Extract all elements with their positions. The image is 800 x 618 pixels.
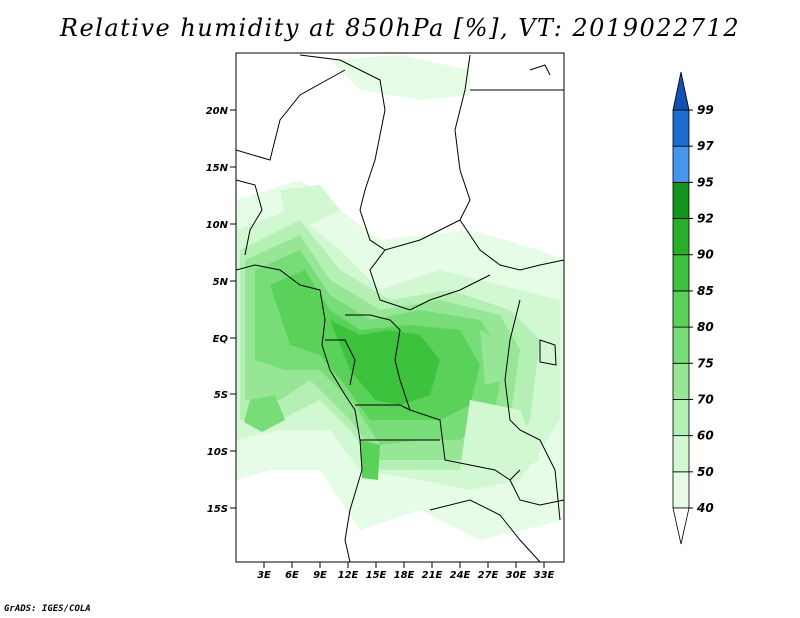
colorbar-band [672, 362, 690, 400]
map-frame [235, 52, 565, 563]
credit-label: GrADS: IGES/COLA [4, 604, 91, 614]
lat-tick-label: 10S [207, 447, 228, 458]
lat-tick-label: 10N [206, 220, 229, 231]
lat-tick-label: 15S [207, 504, 228, 515]
colorbar-band [672, 254, 690, 292]
lat-axis: 20N 15N 10N 5N EQ 5S 10S 15S [206, 106, 236, 515]
lat-tick-label: 5N [213, 277, 229, 288]
colorbar-level-label: 50 [697, 465, 714, 479]
colorbar-level-label: 85 [697, 284, 714, 298]
lon-tick-label: 12E [338, 570, 359, 581]
colorbar-band [672, 181, 690, 219]
colorbar-band [672, 290, 690, 328]
lat-tick-label: 5S [214, 390, 228, 401]
lat-tick-label: 15N [206, 163, 229, 174]
lon-tick-label: 30E [506, 570, 527, 581]
lon-tick-label: 15E [366, 570, 387, 581]
lat-tick-label: 20N [206, 106, 229, 117]
colorbar-level-label: 99 [697, 103, 714, 117]
humidity-field [236, 53, 564, 562]
colorbar-level-label: 70 [697, 392, 714, 406]
country-borders [236, 54, 564, 562]
colorbar-band [672, 471, 690, 509]
lon-axis: 3E 6E 9E 12E 15E 18E 21E 24E 27E 30E 33E [257, 562, 555, 581]
lon-tick-label: 24E [450, 570, 471, 581]
lon-tick-label: 27E [478, 570, 499, 581]
lon-tick-label: 3E [257, 570, 271, 581]
colorbar-high-arrow [672, 71, 690, 111]
colorbar-low-arrow [672, 507, 690, 545]
colorbar-level-label: 40 [696, 501, 714, 515]
lon-tick-label: 6E [285, 570, 299, 581]
colorbar-level-label: 90 [697, 248, 714, 262]
lon-tick-label: 33E [534, 570, 555, 581]
lon-tick-label: 18E [394, 570, 415, 581]
colorbar-level-label: 80 [697, 320, 714, 334]
colorbar-level-label: 75 [697, 356, 714, 370]
colorbar-level-label: 97 [697, 139, 714, 153]
lon-tick-label: 21E [422, 570, 443, 581]
colorbar-level-label: 60 [697, 429, 714, 443]
lon-tick-label: 9E [313, 570, 327, 581]
colorbar-band [672, 218, 690, 256]
lat-tick-label: EQ [213, 334, 229, 345]
colorbar-level-label: 95 [697, 175, 714, 189]
colorbar-level-label: 92 [697, 212, 714, 226]
colorbar: 40 50 60 70 75 80 85 90 92 95 97 99 [672, 71, 714, 545]
colorbar-band [672, 145, 690, 183]
colorbar-band [672, 399, 690, 437]
colorbar-band [672, 326, 690, 364]
colorbar-band [672, 435, 690, 473]
colorbar-band [672, 109, 690, 147]
chart-title: Relative humidity at 850hPa [%], VT: 201… [59, 14, 741, 42]
